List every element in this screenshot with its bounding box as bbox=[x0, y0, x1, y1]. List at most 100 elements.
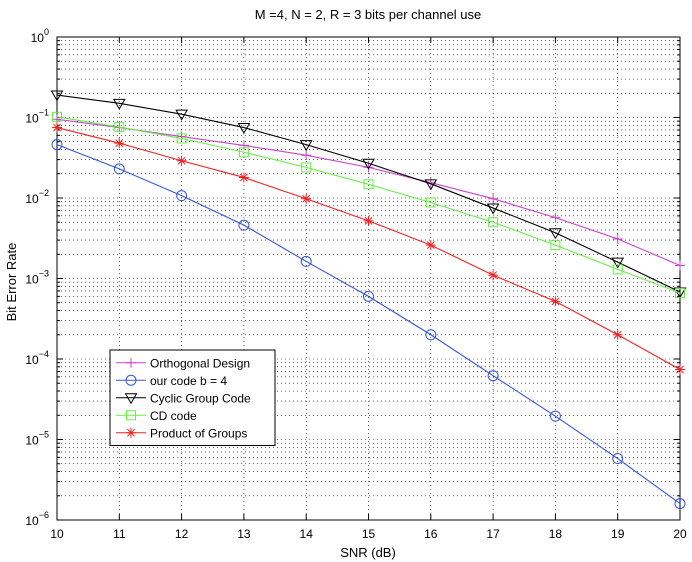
data-point-plus bbox=[550, 212, 561, 223]
data-point-triangle bbox=[175, 109, 188, 121]
series-group bbox=[50, 90, 687, 510]
y-tick-label-exponent: 0 bbox=[44, 27, 49, 37]
data-point-square bbox=[488, 217, 499, 228]
data-point-plus bbox=[176, 131, 187, 142]
data-point-square bbox=[363, 179, 374, 190]
data-point-triangle bbox=[299, 140, 313, 152]
y-tick-label-base: 10 bbox=[25, 112, 39, 126]
legend-label: Cyclic Group Code bbox=[150, 391, 251, 405]
data-point-circle bbox=[176, 190, 188, 202]
series bbox=[52, 111, 685, 299]
y-tick-label-exponent: −6 bbox=[39, 510, 49, 520]
y-tick-label: 10−3 bbox=[25, 269, 49, 287]
data-point-plus bbox=[675, 260, 685, 271]
data-point-star bbox=[488, 270, 499, 281]
data-point-circle bbox=[425, 329, 437, 341]
data-point-circle bbox=[363, 290, 374, 302]
x-tick-label: 15 bbox=[362, 527, 376, 541]
data-point-circle bbox=[125, 374, 137, 386]
data-point-square bbox=[612, 264, 623, 275]
data-point-square bbox=[52, 111, 62, 122]
data-point-star bbox=[301, 193, 312, 204]
x-tick-label: 13 bbox=[237, 527, 251, 541]
data-point-star bbox=[126, 427, 136, 438]
data-point-triangle bbox=[50, 90, 64, 102]
data-point-square bbox=[176, 133, 187, 144]
legend-entry: Cyclic Group Code bbox=[116, 391, 251, 405]
y-tick-label-base: 10 bbox=[25, 192, 39, 206]
y-tick-label-base: 10 bbox=[25, 434, 39, 448]
data-point-circle bbox=[674, 498, 686, 510]
axes: 10 11 12 13 14 15 16 17 18 19 2010−610−510−410−310… bbox=[25, 27, 687, 541]
data-point-square bbox=[425, 197, 436, 208]
data-point-star bbox=[176, 155, 187, 166]
data-point-plus bbox=[301, 150, 312, 161]
data-point-plus bbox=[488, 193, 499, 204]
data-point-circle bbox=[549, 410, 561, 422]
x-tick-label: 16 bbox=[424, 527, 438, 541]
y-tick-label: 10−4 bbox=[25, 349, 49, 367]
data-point-plus bbox=[363, 162, 374, 173]
data-point-square bbox=[301, 162, 312, 173]
x-tick-label: 11 bbox=[113, 527, 126, 541]
chart-title: M =4, N = 2, R = 3 bits per channel use bbox=[255, 7, 482, 22]
data-point-triangle bbox=[237, 123, 251, 135]
data-point-circle bbox=[51, 139, 63, 151]
data-point-star bbox=[114, 138, 125, 149]
series bbox=[52, 122, 685, 375]
legend-label: CD code bbox=[150, 409, 197, 423]
data-point-triangle bbox=[673, 287, 687, 299]
data-point-circle bbox=[300, 255, 312, 267]
series-line bbox=[56, 144, 681, 505]
legend-entry: our code b = 4 bbox=[116, 374, 227, 388]
series-line bbox=[56, 94, 681, 293]
data-point-triangle bbox=[611, 257, 625, 269]
data-point-star bbox=[363, 215, 374, 226]
data-point-triangle bbox=[112, 98, 126, 110]
x-tick-label: 17 bbox=[486, 527, 500, 541]
data-point-triangle bbox=[424, 179, 438, 191]
legend-entry: CD code bbox=[116, 409, 197, 423]
data-point-circle bbox=[113, 163, 125, 175]
data-point-triangle bbox=[124, 393, 138, 405]
series bbox=[52, 114, 685, 271]
y-tick-label-base: 10 bbox=[25, 273, 39, 287]
y-tick-label-base: 10 bbox=[31, 31, 45, 45]
data-point-circle bbox=[487, 370, 499, 382]
data-point-square bbox=[675, 288, 685, 299]
x-tick-label: 19 bbox=[611, 527, 625, 541]
y-tick-label-base: 10 bbox=[25, 353, 39, 367]
data-point-circle bbox=[238, 219, 250, 231]
y-tick-label: 100 bbox=[31, 27, 49, 45]
legend-label: our code b = 4 bbox=[150, 374, 227, 388]
data-point-star bbox=[425, 240, 436, 251]
data-point-square bbox=[126, 410, 136, 421]
y-tick-label: 10−6 bbox=[25, 510, 49, 528]
y-tick-label-exponent: −4 bbox=[39, 349, 49, 359]
data-point-circle bbox=[612, 453, 624, 465]
y-tick-label: 10−2 bbox=[25, 188, 49, 206]
x-tick-label: 14 bbox=[300, 527, 314, 541]
data-point-square bbox=[114, 122, 125, 133]
x-axis-label: SNR (dB) bbox=[340, 545, 396, 560]
y-tick-label-exponent: −1 bbox=[39, 108, 49, 118]
y-tick-label: 10−1 bbox=[25, 108, 49, 126]
series bbox=[51, 139, 686, 510]
legend-label: Product of Groups bbox=[150, 426, 247, 440]
data-point-plus bbox=[238, 140, 249, 151]
data-point-star bbox=[52, 122, 62, 133]
series bbox=[50, 90, 687, 299]
data-point-star bbox=[612, 329, 623, 340]
x-tick-label: 18 bbox=[549, 527, 563, 541]
data-point-square bbox=[550, 240, 561, 251]
y-axis-label: Bit Error Rate bbox=[4, 243, 19, 322]
data-point-plus bbox=[126, 357, 136, 368]
y-tick-label-exponent: −2 bbox=[39, 188, 49, 198]
y-tick-label-exponent: −3 bbox=[39, 269, 49, 279]
y-tick-label: 10−5 bbox=[25, 430, 49, 448]
grid bbox=[57, 37, 680, 520]
data-point-star bbox=[550, 296, 561, 307]
x-tick-label: 12 bbox=[175, 527, 189, 541]
